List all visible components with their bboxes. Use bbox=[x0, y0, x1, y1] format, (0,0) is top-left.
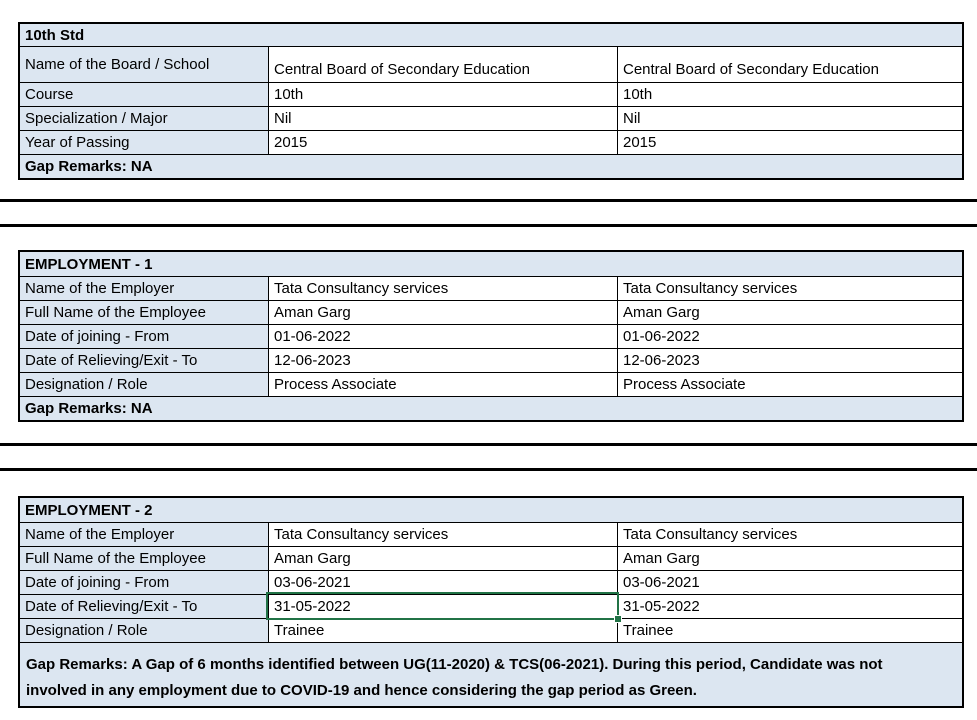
emp2-date-relieving-value-2[interactable]: 31-05-2022 bbox=[617, 595, 962, 618]
table-row: EMPLOYMENT - 2 bbox=[20, 498, 962, 522]
emp2-designation-label[interactable]: Designation / Role bbox=[20, 619, 268, 642]
emp2-designation-value-2[interactable]: Trainee bbox=[617, 619, 962, 642]
emp2-date-joining-value-1[interactable]: 03-06-2021 bbox=[268, 571, 617, 594]
table-row: Designation / Role Trainee Trainee bbox=[20, 618, 962, 642]
emp2-date-relieving-value-1-selected[interactable]: 31-05-2022 bbox=[268, 595, 617, 618]
table-row: Name of the Board / School Central Board… bbox=[20, 46, 962, 82]
table-row: Date of joining - From 01-06-2022 01-06-… bbox=[20, 324, 962, 348]
emp2-designation-value-1[interactable]: Trainee bbox=[268, 619, 617, 642]
emp1-designation-value-2[interactable]: Process Associate bbox=[617, 373, 962, 396]
table-row: Gap Remarks: NA bbox=[20, 154, 962, 178]
emp1-employer-value-2[interactable]: Tata Consultancy services bbox=[617, 277, 962, 300]
emp2-date-relieving-label[interactable]: Date of Relieving/Exit - To bbox=[20, 595, 268, 618]
emp1-employee-name-value-1[interactable]: Aman Garg bbox=[268, 301, 617, 324]
separator-line bbox=[0, 199, 977, 202]
table-row: Designation / Role Process Associate Pro… bbox=[20, 372, 962, 396]
table-row: 10th Std bbox=[20, 24, 962, 46]
table-row: Gap Remarks: A Gap of 6 months identifie… bbox=[20, 642, 962, 706]
table-row: Year of Passing 2015 2015 bbox=[20, 130, 962, 154]
table-row: Course 10th 10th bbox=[20, 82, 962, 106]
specialization-label[interactable]: Specialization / Major bbox=[20, 107, 268, 130]
separator-line bbox=[0, 468, 977, 471]
emp2-employee-name-label[interactable]: Full Name of the Employee bbox=[20, 547, 268, 570]
year-of-passing-value-2[interactable]: 2015 bbox=[617, 131, 962, 154]
board-school-value-2[interactable]: Central Board of Secondary Education bbox=[617, 47, 962, 82]
employment-1-table: EMPLOYMENT - 1 Name of the Employer Tata… bbox=[18, 250, 964, 422]
section-header-employment-2[interactable]: EMPLOYMENT - 2 bbox=[20, 498, 962, 522]
course-value-2[interactable]: 10th bbox=[617, 83, 962, 106]
emp2-employee-name-value-2[interactable]: Aman Garg bbox=[617, 547, 962, 570]
emp1-designation-value-1[interactable]: Process Associate bbox=[268, 373, 617, 396]
table-row: Name of the Employer Tata Consultancy se… bbox=[20, 522, 962, 546]
emp1-designation-label[interactable]: Designation / Role bbox=[20, 373, 268, 396]
course-value-1[interactable]: 10th bbox=[268, 83, 617, 106]
emp2-date-joining-value-2[interactable]: 03-06-2021 bbox=[617, 571, 962, 594]
emp2-date-joining-label[interactable]: Date of joining - From bbox=[20, 571, 268, 594]
course-label[interactable]: Course bbox=[20, 83, 268, 106]
employment-2-table: EMPLOYMENT - 2 Name of the Employer Tata… bbox=[18, 496, 964, 708]
emp1-date-joining-value-2[interactable]: 01-06-2022 bbox=[617, 325, 962, 348]
emp1-employer-value-1[interactable]: Tata Consultancy services bbox=[268, 277, 617, 300]
section-header-10th-std[interactable]: 10th Std bbox=[20, 24, 962, 46]
employment-1-gap-remarks[interactable]: Gap Remarks: NA bbox=[20, 397, 962, 420]
emp2-employer-value-2[interactable]: Tata Consultancy services bbox=[617, 523, 962, 546]
table-row: Name of the Employer Tata Consultancy se… bbox=[20, 276, 962, 300]
emp1-date-joining-value-1[interactable]: 01-06-2022 bbox=[268, 325, 617, 348]
table-row: Full Name of the Employee Aman Garg Aman… bbox=[20, 300, 962, 324]
table-row: Date of joining - From 03-06-2021 03-06-… bbox=[20, 570, 962, 594]
emp2-employer-value-1[interactable]: Tata Consultancy services bbox=[268, 523, 617, 546]
education-10th-table: 10th Std Name of the Board / School Cent… bbox=[18, 22, 964, 180]
emp1-employer-label[interactable]: Name of the Employer bbox=[20, 277, 268, 300]
table-row: Date of Relieving/Exit - To 31-05-2022 3… bbox=[20, 594, 962, 618]
employment-2-gap-remarks[interactable]: Gap Remarks: A Gap of 6 months identifie… bbox=[20, 643, 962, 706]
section-header-employment-1[interactable]: EMPLOYMENT - 1 bbox=[20, 252, 962, 276]
separator-line bbox=[0, 224, 977, 227]
emp1-date-relieving-value-1[interactable]: 12-06-2023 bbox=[268, 349, 617, 372]
specialization-value-2[interactable]: Nil bbox=[617, 107, 962, 130]
table-row: EMPLOYMENT - 1 bbox=[20, 252, 962, 276]
emp1-date-relieving-label[interactable]: Date of Relieving/Exit - To bbox=[20, 349, 268, 372]
specialization-value-1[interactable]: Nil bbox=[268, 107, 617, 130]
emp2-employer-label[interactable]: Name of the Employer bbox=[20, 523, 268, 546]
year-of-passing-label[interactable]: Year of Passing bbox=[20, 131, 268, 154]
emp2-employee-name-value-1[interactable]: Aman Garg bbox=[268, 547, 617, 570]
emp1-date-relieving-value-2[interactable]: 12-06-2023 bbox=[617, 349, 962, 372]
table-row: Date of Relieving/Exit - To 12-06-2023 1… bbox=[20, 348, 962, 372]
separator-line bbox=[0, 443, 977, 446]
education-gap-remarks[interactable]: Gap Remarks: NA bbox=[20, 155, 962, 178]
year-of-passing-value-1[interactable]: 2015 bbox=[268, 131, 617, 154]
board-school-value-1[interactable]: Central Board of Secondary Education bbox=[268, 47, 617, 82]
table-row: Gap Remarks: NA bbox=[20, 396, 962, 420]
emp1-employee-name-label[interactable]: Full Name of the Employee bbox=[20, 301, 268, 324]
table-row: Full Name of the Employee Aman Garg Aman… bbox=[20, 546, 962, 570]
emp1-employee-name-value-2[interactable]: Aman Garg bbox=[617, 301, 962, 324]
table-row: Specialization / Major Nil Nil bbox=[20, 106, 962, 130]
board-school-label[interactable]: Name of the Board / School bbox=[20, 47, 268, 82]
emp1-date-joining-label[interactable]: Date of joining - From bbox=[20, 325, 268, 348]
